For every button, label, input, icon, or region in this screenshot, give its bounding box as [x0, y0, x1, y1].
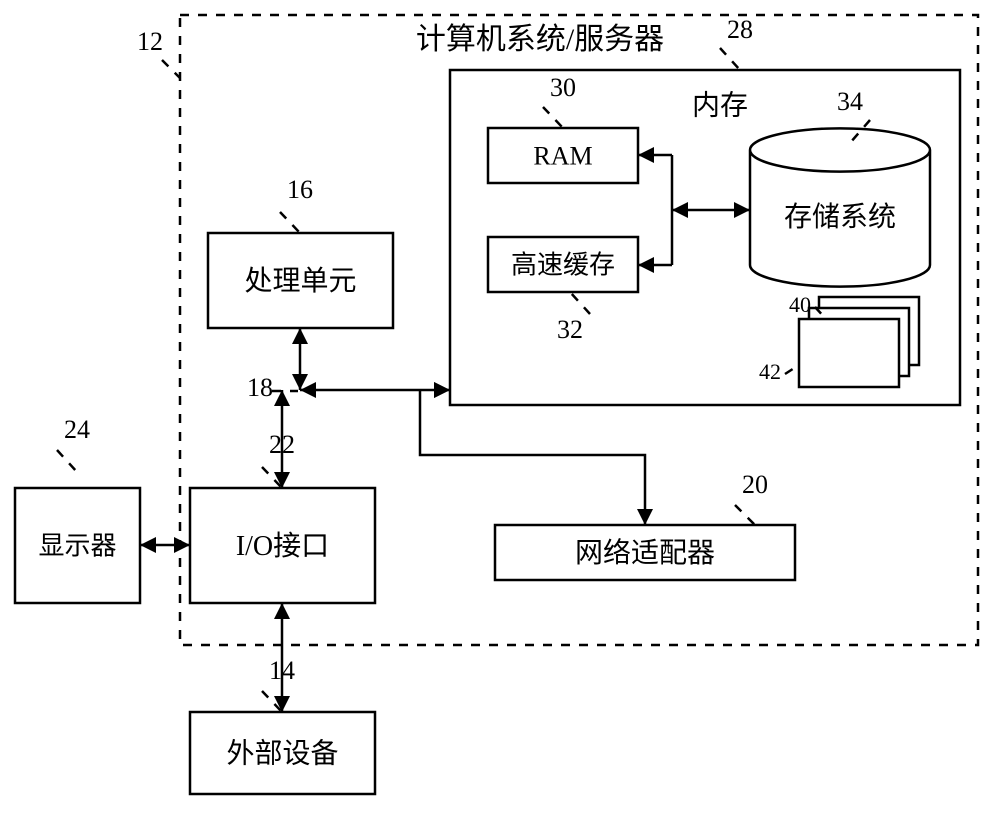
arrowhead — [274, 472, 290, 488]
diagram-svg: 计算机系统/服务器 12 内存 28 RAM 30 高速缓存 32 存储系统 34 40 42 处理单元… — [0, 0, 1000, 817]
processing-label: 处理单元 — [244, 265, 356, 297]
ref-16: 16 — [287, 175, 313, 204]
leader — [280, 212, 300, 233]
ref-28: 28 — [727, 15, 753, 44]
storage-label: 存储系统 — [784, 201, 896, 233]
network-label: 网络适配器 — [575, 537, 715, 569]
ref-18: 18 — [247, 373, 273, 402]
arrowhead — [434, 382, 450, 398]
system-title: 计算机系统/服务器 — [416, 23, 664, 56]
leader — [162, 60, 180, 78]
bus-to-network — [420, 390, 645, 525]
ref-42: 42 — [759, 359, 781, 384]
display-label: 显示器 — [38, 531, 116, 560]
arrowhead — [274, 696, 290, 712]
external-label: 外部设备 — [226, 737, 338, 769]
ref-32: 32 — [557, 315, 583, 344]
stack-rect-2 — [799, 319, 899, 387]
ref-40: 40 — [789, 292, 811, 317]
arrowhead — [274, 603, 290, 619]
arrowhead — [140, 537, 156, 553]
leader — [720, 48, 740, 70]
ref-34: 34 — [837, 87, 863, 116]
ram-label: RAM — [533, 141, 592, 170]
ref-30: 30 — [550, 73, 576, 102]
arrowhead — [292, 328, 308, 344]
arrowhead — [274, 390, 290, 406]
leader — [735, 505, 755, 525]
leader — [57, 450, 77, 472]
io-label: I/O接口 — [236, 530, 329, 562]
arrowhead — [174, 537, 190, 553]
cache-label: 高速缓存 — [511, 250, 615, 279]
ref-12: 12 — [137, 27, 163, 56]
ref-20: 20 — [742, 470, 768, 499]
memory-title: 内存 — [692, 89, 748, 121]
ref-24: 24 — [64, 415, 90, 444]
arrowhead — [637, 509, 653, 525]
